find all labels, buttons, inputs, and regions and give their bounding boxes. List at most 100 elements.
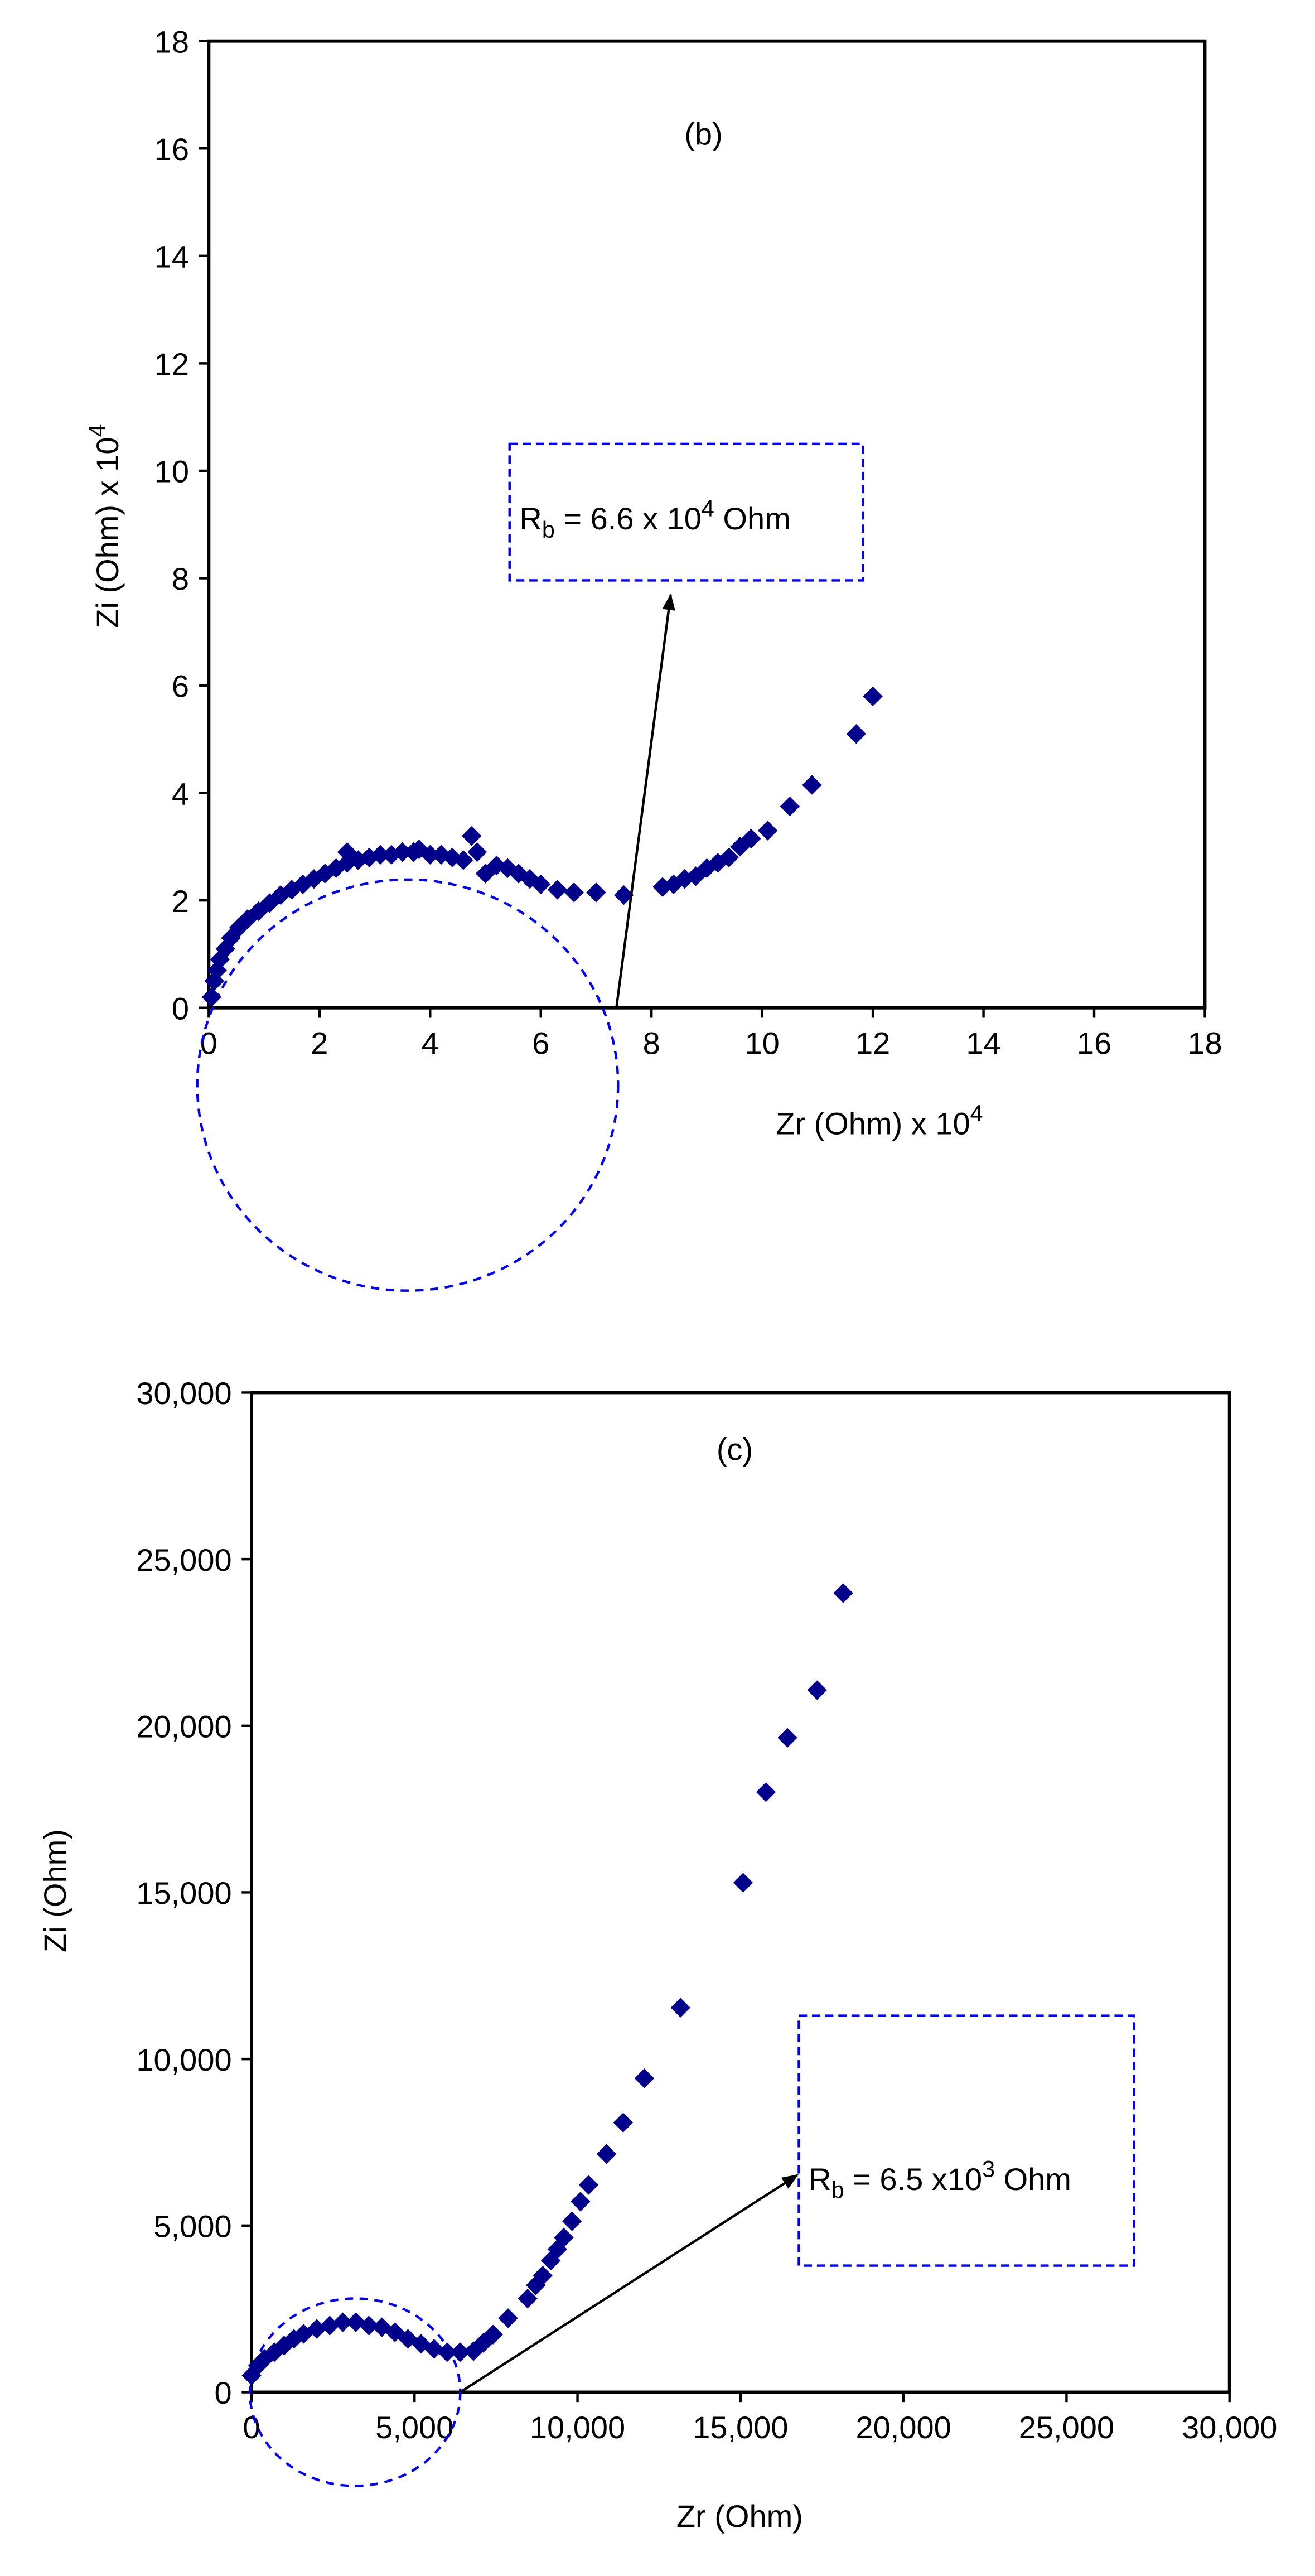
- y-axis-label-part: Zi (Ohm) x 10: [90, 437, 125, 628]
- x-tick-label: 4: [422, 1025, 439, 1060]
- y-tick-label: 12: [154, 346, 189, 382]
- point: [733, 1873, 753, 1893]
- point: [547, 880, 568, 900]
- point: [420, 845, 440, 865]
- point: [777, 1728, 797, 1748]
- point: [846, 724, 867, 744]
- x-tick-label: 25,000: [1019, 2410, 1114, 2445]
- annotation-arrow: [460, 2174, 799, 2394]
- y-tick-label: 8: [172, 561, 189, 596]
- y-tick-label: 5,000: [153, 2208, 231, 2244]
- annotation-part: R: [519, 501, 542, 536]
- point: [863, 686, 883, 707]
- annotation-part: = 6.6 x 10: [555, 501, 702, 536]
- point: [483, 2324, 503, 2345]
- point: [437, 2342, 457, 2362]
- y-tick-label: 15,000: [136, 1875, 231, 1911]
- x-tick-label: 0: [243, 2410, 260, 2445]
- y-axis-label: Zi (Ohm): [37, 1829, 72, 1952]
- x-tick-label: 10: [745, 1025, 780, 1060]
- x-tick-label: 18: [1187, 1025, 1222, 1060]
- chart-title: (c): [717, 1431, 753, 1467]
- y-tick-label: 0: [172, 991, 189, 1026]
- chart: 0 5,000 10,000 15,000 20,000 25,000 30,000 0 5,0…: [136, 1376, 1277, 2487]
- point: [685, 866, 706, 886]
- x-tick-label: 8: [643, 1025, 660, 1060]
- point: [533, 2265, 553, 2286]
- x-tick-label: 30,000: [1182, 2410, 1277, 2445]
- y-tick-label: 16: [154, 132, 189, 167]
- point: [467, 842, 487, 862]
- point: [652, 877, 673, 897]
- point: [372, 2317, 392, 2337]
- point: [370, 845, 390, 865]
- x-tick-label: 20,000: [855, 2410, 951, 2445]
- point: [670, 1998, 690, 2018]
- point: [518, 2288, 538, 2309]
- y-axis-label-part: 4: [85, 424, 110, 437]
- annotation-part: R: [809, 2162, 831, 2197]
- y-tick-label: 0: [214, 2375, 231, 2410]
- point: [802, 775, 822, 795]
- x-tick-label: 5,000: [375, 2410, 453, 2445]
- y-tick-label: 18: [154, 24, 189, 59]
- annotation-box: [508, 442, 864, 582]
- x-tick-label: 10,000: [530, 2410, 625, 2445]
- y-tick-label: 2: [172, 884, 189, 919]
- y-tick-label: 30,000: [136, 1376, 231, 1411]
- y-tick-label: 10: [154, 454, 189, 489]
- point: [571, 2192, 591, 2212]
- point: [450, 2342, 470, 2362]
- x-tick-label: 6: [532, 1025, 549, 1060]
- point: [562, 2211, 582, 2231]
- chart-title: (b): [684, 116, 722, 151]
- x-axis-label-part: 4: [970, 1101, 983, 1126]
- plot-area: [207, 39, 1207, 1010]
- annotation-part: b: [831, 2178, 844, 2203]
- x-tick-label: 15,000: [693, 2410, 788, 2445]
- y-tick-label: 25,000: [136, 1542, 231, 1578]
- annotation: Rb = 6.5 x103 Ohm: [809, 2156, 1071, 2203]
- y-tick-label: 14: [154, 239, 189, 274]
- y-tick-label: 6: [172, 669, 189, 704]
- point: [741, 828, 761, 849]
- x-tick-label: 2: [311, 1025, 328, 1060]
- x-axis-label: Zr (Ohm) x 104: [776, 1101, 983, 1141]
- annotation-part: b: [542, 517, 555, 543]
- x-tick-label: 16: [1077, 1025, 1111, 1060]
- point: [634, 2068, 655, 2088]
- annotation-part: 3: [982, 2156, 995, 2182]
- annotation-part: = 6.5 x10: [844, 2162, 983, 2197]
- x-tick-label: 14: [966, 1025, 1000, 1060]
- y-tick-label: 20,000: [136, 1709, 231, 1744]
- annotation-arrow: [615, 594, 675, 1009]
- point: [270, 885, 291, 905]
- x-tick-label: 12: [855, 1025, 890, 1060]
- y-axis-label: Zi (Ohm) x 104: [85, 424, 125, 628]
- point: [201, 987, 222, 1007]
- annotation-box: [797, 2014, 1135, 2267]
- guide-circle: [196, 878, 620, 1292]
- point: [462, 826, 482, 846]
- point: [807, 1680, 827, 1700]
- point: [498, 2308, 518, 2328]
- x-axis-label-part: Zr (Ohm) x 10: [776, 1106, 970, 1141]
- point: [453, 850, 473, 870]
- point: [757, 821, 778, 841]
- point: [392, 842, 413, 862]
- x-axis-label: Zr (Ohm): [676, 2498, 803, 2534]
- point: [596, 2144, 617, 2164]
- y-tick-label: 4: [172, 776, 189, 811]
- annotation-part: 4: [702, 495, 714, 521]
- point: [564, 882, 584, 903]
- point: [274, 2336, 294, 2356]
- point: [756, 1782, 776, 1802]
- annotation: Rb = 6.6 x 104 Ohm: [519, 495, 790, 542]
- point: [332, 2312, 353, 2332]
- annotation-part: Ohm: [995, 2162, 1071, 2197]
- y-tick-label: 10,000: [136, 2042, 231, 2077]
- annotation-part: Ohm: [714, 501, 791, 536]
